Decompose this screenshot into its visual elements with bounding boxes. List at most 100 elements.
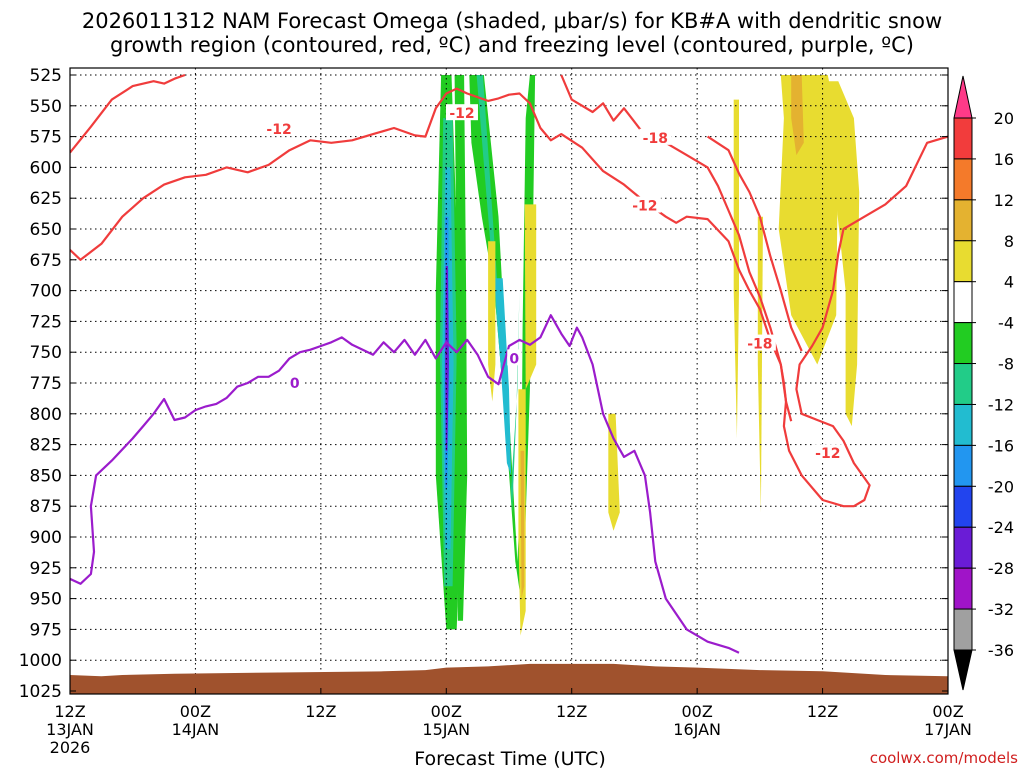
y-tick-label: 775 [30,374,62,394]
omega-region-9 [488,241,496,402]
omega-region-10 [524,204,537,390]
colorbar-bin [953,608,973,651]
omega-region-16 [778,75,839,365]
y-tick-label: 750 [30,343,62,363]
colorbar-label: -16 [988,436,1014,455]
chart-title-line2: growth region (contoured, red, ºC) and f… [110,33,914,57]
x-tick-label: 00Z [681,702,712,721]
contour-label-bg [287,374,302,390]
x-tick-date-label: 14JAN [172,720,220,739]
y-tick-label: 875 [30,497,62,517]
colorbar-bin [953,403,973,446]
omega-region-15 [757,216,763,513]
colorbar-label: -4 [998,314,1014,333]
colorbar-bin [953,322,973,365]
y-tick-label: 725 [30,312,62,332]
terrain-ground [70,663,948,694]
omega-region-14 [733,99,739,439]
x-axis-title: Forecast Time (UTC) [414,748,605,768]
red-contour-line [707,135,803,352]
purple-contour-label: 0 [290,376,300,392]
y-tick-label: 1025 [19,682,62,702]
colorbar-label: -28 [988,559,1014,578]
chart-title-line1: 2026011312 NAM Forecast Omega (shaded, μ… [81,9,943,33]
colorbar-label: -32 [988,600,1014,619]
purple-contour-label: 0 [509,351,519,367]
contour-label-bg [743,334,776,351]
colorbar-label: -20 [988,477,1014,496]
colorbar-bin [953,567,973,610]
x-tick-date-label: 16JAN [673,720,721,739]
red-contour-label: -12 [815,446,840,462]
omega-region-12 [520,450,525,599]
y-tick-label: 950 [30,590,62,610]
y-tick-label: 925 [30,559,62,579]
red-contour-line [70,87,948,508]
y-tick-label: 975 [30,620,62,640]
colorbar-bin [953,158,973,201]
omega-region-13 [608,413,620,531]
x-tick-label: 00Z [932,702,963,721]
x-tick-date-label: 15JAN [422,720,470,739]
contour-label-bg [507,349,522,366]
colorbar-top-arrow [953,75,973,119]
y-tick-label: 900 [30,528,62,548]
x-tick-year-label: 2026 [50,738,91,757]
colorbar-label: -24 [988,518,1014,537]
y-tick-label: 650 [30,220,62,240]
y-tick-label: 550 [30,97,62,117]
colorbar-bin [953,363,973,405]
colorbar-bottom-arrow [953,649,973,691]
colorbar-bin [953,526,973,569]
y-tick-label: 525 [30,66,62,86]
x-tick-label: 00Z [180,702,211,721]
x-tick-date-label: 13JAN [46,720,94,739]
red-contour-line [70,73,186,154]
contour-label-bg [811,444,844,461]
y-tick-label: 700 [30,282,62,302]
colorbar-label: -12 [988,395,1014,414]
y-tick-label: 575 [30,128,62,148]
plot-frame [69,67,949,695]
credit-text: coolwx.com/models [870,749,1018,767]
y-tick-label: 1000 [19,651,62,671]
omega-region-17 [791,75,804,156]
colorbar-label: 8 [1004,232,1014,251]
purple-contour-line [70,314,740,654]
omega-region-8 [494,278,512,476]
colorbar-label: 12 [994,191,1014,210]
contour-label-bg [628,196,661,213]
colorbar-label: 4 [1004,273,1014,292]
colorbar-label: -36 [988,641,1014,660]
y-tick-label: 800 [30,405,62,425]
y-tick-label: 625 [30,189,62,209]
colorbar-bin [953,117,973,160]
red-contour-label: -12 [449,106,474,122]
contour-label-bg [263,120,296,137]
y-tick-label: 825 [30,436,62,456]
y-tick-label: 600 [30,158,62,178]
red-contour-line [560,74,793,422]
red-contour-label: -18 [643,131,668,147]
colorbar-bin [953,281,973,324]
red-contour-label: -12 [266,122,291,138]
colorbar-bin [953,240,973,283]
red-contour-label: -18 [747,337,772,353]
colorbar-bin [953,444,973,487]
x-tick-label: 12Z [556,702,587,721]
red-contour-label: -12 [632,199,657,215]
y-tick-label: 850 [30,466,62,486]
colorbar-bin [953,485,973,528]
omega-region-4 [445,266,449,451]
colorbar-label: 16 [994,150,1014,169]
x-tick-date-label: 17JAN [924,720,972,739]
x-tick-label: 12Z [305,702,336,721]
contour-label-bg [639,128,672,145]
x-tick-label: 00Z [431,702,462,721]
y-tick-label: 675 [30,251,62,271]
colorbar-label: -8 [998,355,1014,374]
colorbar-label: 20 [994,109,1014,128]
x-tick-label: 12Z [807,702,838,721]
x-tick-label: 12Z [54,702,85,721]
